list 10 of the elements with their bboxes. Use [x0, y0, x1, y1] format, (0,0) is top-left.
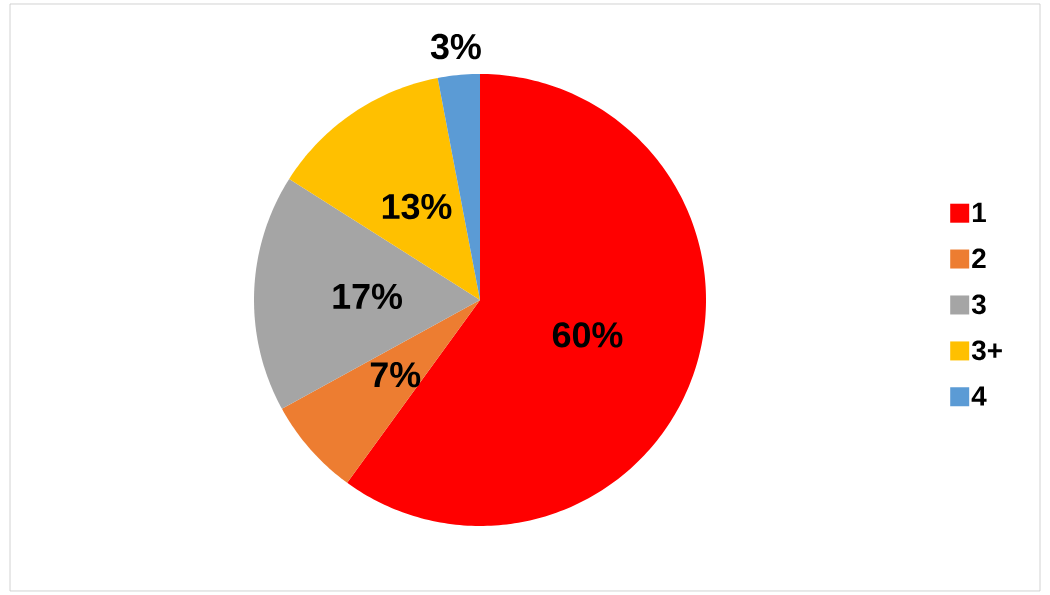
legend-label: 2 [972, 248, 986, 269]
data-label: 60% [552, 322, 623, 348]
data-label: 3% [430, 33, 481, 60]
legend-label: 3+ [971, 340, 1002, 361]
legend-label: 4 [971, 386, 987, 406]
legend-label: 3 [971, 294, 986, 315]
data-label: 17% [333, 283, 402, 310]
legend-label: 1 [972, 202, 986, 223]
data-label: 7% [370, 362, 421, 388]
data-label: 13% [382, 193, 452, 220]
